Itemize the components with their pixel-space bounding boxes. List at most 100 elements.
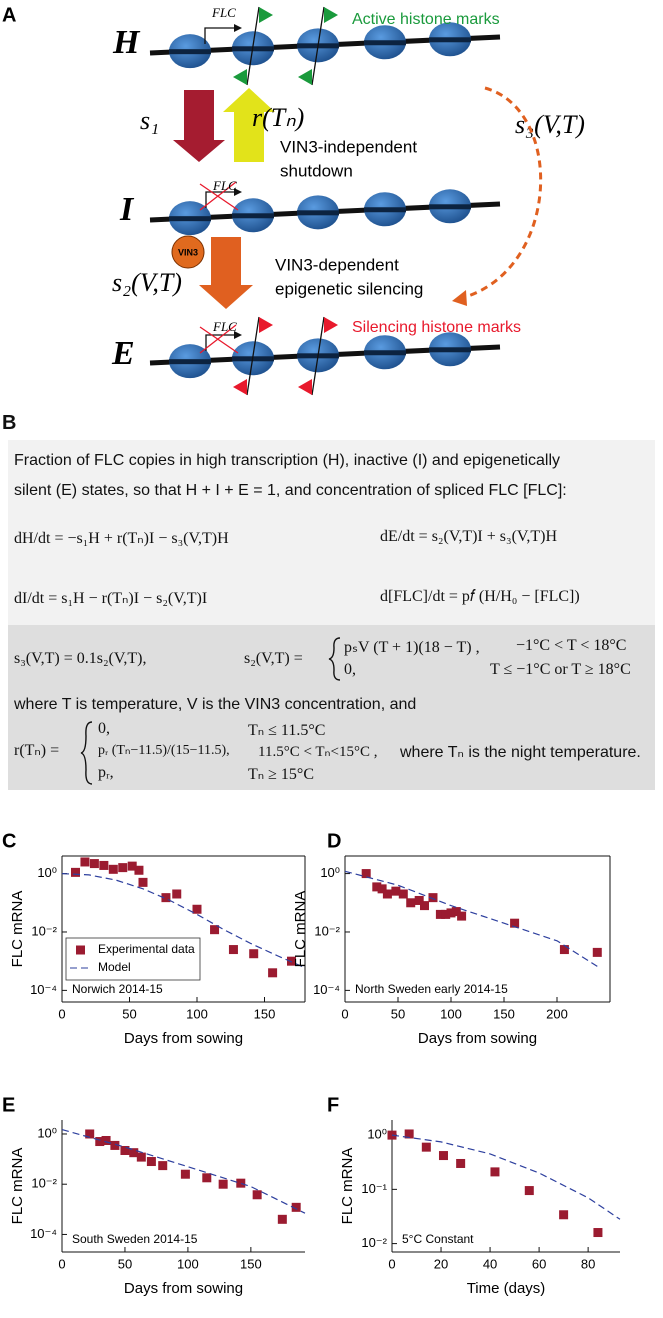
rate-label: r(Tₙ) [252, 103, 304, 132]
x-axis-label: Days from sowing [418, 1030, 537, 1047]
text-line: where Tₙ is the night temperature. [400, 744, 641, 761]
y-tick-label: 10⁻⁴ [30, 1226, 57, 1241]
nucleosome-band [364, 207, 406, 213]
box-lower [8, 625, 655, 790]
data-point [172, 889, 182, 899]
case-condition: 11.5°C < Tₙ<15°C , [258, 744, 378, 760]
data-point [510, 918, 520, 928]
data-point [446, 908, 456, 918]
data-point [249, 949, 259, 959]
x-tick-label: 0 [388, 1256, 395, 1271]
data-point [451, 907, 461, 917]
histone-mark [298, 69, 312, 85]
annotation: South Sweden 2014-15 [72, 1232, 198, 1246]
panel-label: F [327, 1094, 339, 1116]
x-axis-label: Time (days) [467, 1280, 546, 1297]
text-line: where T is temperature, V is the VIN3 co… [14, 696, 417, 713]
nucleosome-band [169, 359, 211, 365]
data-point [490, 1167, 500, 1177]
tss-arrow [205, 334, 236, 351]
histone-mark [233, 379, 247, 395]
annotation: North Sweden early 2014-15 [355, 982, 508, 996]
panel-label: A [2, 4, 16, 26]
process-label: shutdown [280, 161, 353, 180]
tss-head [234, 24, 242, 32]
nucleosome-band [429, 204, 471, 210]
mark-pole [246, 316, 260, 396]
data-point [414, 895, 424, 905]
data-point [180, 1169, 190, 1179]
data-point [89, 859, 99, 869]
equation: dI/dt = s₁H − r(Tₙ)I − s₂(V,T)I [14, 590, 208, 607]
x-tick-label: 0 [341, 1006, 348, 1021]
data-point [524, 1186, 534, 1196]
mark-pole [246, 6, 260, 86]
data-point [438, 1151, 448, 1161]
data-point [398, 889, 408, 899]
data-point [134, 865, 144, 875]
data-point [108, 864, 118, 874]
annotation: 5°C Constant [402, 1232, 474, 1246]
y-tick-label: 10⁻⁴ [30, 982, 57, 997]
intro-line: silent (E) states, so that H + I + E = 1… [14, 482, 567, 499]
panel-label: B [2, 412, 17, 434]
case: 0, [344, 661, 356, 678]
data-point [382, 889, 392, 899]
x-tick-label: 150 [493, 1006, 515, 1021]
x-tick-label: 80 [581, 1256, 595, 1271]
case-condition: T ≤ −1°C or T ≥ 18°C [490, 661, 631, 678]
model-line [391, 1134, 621, 1220]
data-point [202, 1173, 212, 1183]
x-tick-label: 0 [58, 1256, 65, 1271]
chromatin-row [149, 181, 501, 236]
case: pᵣ (Tₙ−11.5)/(15−11.5), [98, 743, 230, 758]
equation: d[FLC]/dt = p𝑓 (H/H₀ − [FLC]) [380, 588, 580, 605]
rate-label: s₃(V,T) [515, 110, 585, 139]
x-axis-label: Days from sowing [124, 1280, 243, 1297]
tss-head [234, 331, 242, 339]
process-label: VIN3-independent [280, 137, 417, 156]
model-line [344, 870, 600, 969]
brace [328, 637, 341, 681]
tss-arrow [205, 191, 236, 208]
data-point [456, 1158, 466, 1168]
y-axis-label: FLC mRNA [9, 891, 26, 968]
chromatin-row [149, 6, 501, 86]
nucleosome-band [169, 49, 211, 55]
model-line [61, 873, 306, 969]
histone-mark [233, 69, 247, 85]
data-point [161, 893, 171, 903]
equation: dH/dt = −s₁H + r(Tₙ)I − s₃(V,T)H [14, 530, 229, 547]
data-point [593, 1228, 603, 1238]
x-tick-label: 150 [254, 1006, 276, 1021]
case-condition: −1°C < T < 18°C [516, 637, 627, 654]
histone-mark [259, 317, 273, 333]
x-tick-label: 150 [240, 1256, 262, 1271]
legend-label: Model [98, 960, 131, 974]
gene-label: FLC [211, 5, 236, 20]
data-point [129, 1148, 139, 1158]
data-point [457, 911, 467, 921]
nucleosome-band [429, 347, 471, 353]
panel-b: B Fraction of FLC copies in high transcr… [2, 412, 655, 790]
data-point [95, 1137, 105, 1147]
data-point [377, 884, 387, 894]
y-tick-label: 10⁻² [31, 1176, 57, 1191]
data-point [71, 867, 80, 877]
data-point [361, 869, 371, 879]
gene-label: FLC [212, 178, 237, 193]
equation: dE/dt = s₂(V,T)I + s₃(V,T)H [380, 528, 558, 545]
y-tick-label: 10⁰ [367, 1127, 387, 1142]
state-label: H [112, 24, 141, 61]
data-point [101, 1135, 111, 1145]
chromatin-row [149, 316, 501, 396]
panel-a: A H I E FLC FLC FLC Active histone marks… [2, 4, 585, 396]
data-point [252, 1190, 262, 1200]
silencing-marks-label: Silencing histone marks [352, 319, 521, 336]
x-tick-label: 50 [391, 1006, 405, 1021]
data-point [136, 1152, 146, 1162]
data-point [120, 1145, 130, 1155]
arrow-s2 [199, 237, 253, 309]
